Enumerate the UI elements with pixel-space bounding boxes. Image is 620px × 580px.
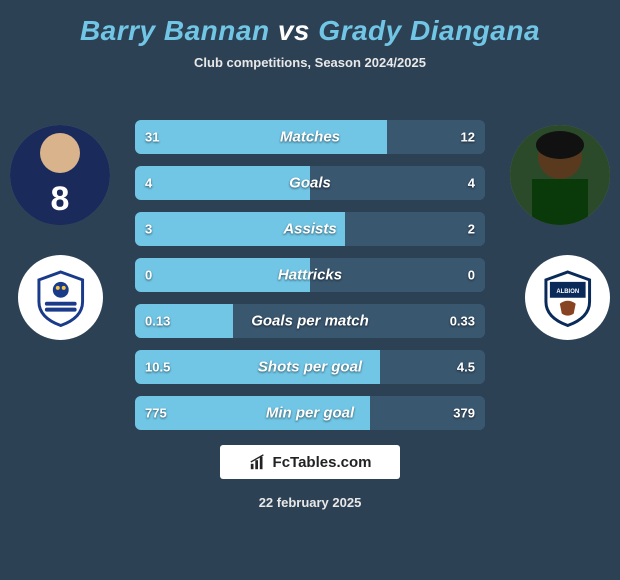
stats-table: Matches 31 12 Goals 4 4 Assists 3 2 Hattricks 0 0 Go… (135, 120, 485, 442)
subtitle: Club competitions, Season 2024/2025 (0, 55, 620, 70)
title-vs: vs (278, 15, 310, 46)
stat-bar-left (135, 120, 387, 154)
stat-row: Shots per goal 10.5 4.5 (135, 350, 485, 384)
stat-row: Goals per match 0.13 0.33 (135, 304, 485, 338)
stat-value-right: 12 (461, 130, 475, 145)
stat-bar-left (135, 166, 310, 200)
stat-value-right: 4 (468, 176, 475, 191)
player2-club-crest: ALBION (525, 255, 610, 340)
branding-badge: FcTables.com (220, 445, 400, 479)
player1-club-crest (18, 255, 103, 340)
stat-value-right: 2 (468, 222, 475, 237)
svg-text:ALBION: ALBION (556, 289, 579, 295)
stat-value-left: 10.5 (145, 360, 170, 375)
stat-bar-right (345, 212, 485, 246)
player2-name: Grady Diangana (318, 15, 540, 46)
stat-value-left: 0.13 (145, 314, 170, 329)
stat-row: Hattricks 0 0 (135, 258, 485, 292)
stat-value-right: 0 (468, 268, 475, 283)
player1-name: Barry Bannan (80, 15, 270, 46)
stat-row: Min per goal 775 379 (135, 396, 485, 430)
stat-value-left: 3 (145, 222, 152, 237)
branding-logo-icon (249, 453, 267, 471)
stat-value-left: 4 (145, 176, 152, 191)
stat-value-left: 0 (145, 268, 152, 283)
stat-value-right: 0.33 (450, 314, 475, 329)
stat-label: Hattricks (278, 267, 342, 284)
stat-bar-right (310, 166, 485, 200)
player1-avatar: 8 (10, 125, 110, 225)
stat-label: Min per goal (266, 405, 354, 422)
comparison-date: 22 february 2025 (259, 495, 362, 510)
stat-label: Shots per goal (258, 359, 362, 376)
comparison-title: Barry Bannan vs Grady Diangana (0, 0, 620, 55)
stat-value-right: 379 (453, 406, 475, 421)
stat-value-left: 31 (145, 130, 159, 145)
player2-avatar (510, 125, 610, 225)
stat-value-right: 4.5 (457, 360, 475, 375)
stat-label: Matches (280, 129, 340, 146)
stat-label: Goals per match (251, 313, 369, 330)
stat-label: Goals (289, 175, 331, 192)
stat-row: Matches 31 12 (135, 120, 485, 154)
stat-row: Goals 4 4 (135, 166, 485, 200)
stat-value-left: 775 (145, 406, 167, 421)
stat-row: Assists 3 2 (135, 212, 485, 246)
svg-text:8: 8 (51, 180, 70, 218)
stat-label: Assists (283, 221, 336, 238)
branding-text: FcTables.com (273, 454, 372, 471)
